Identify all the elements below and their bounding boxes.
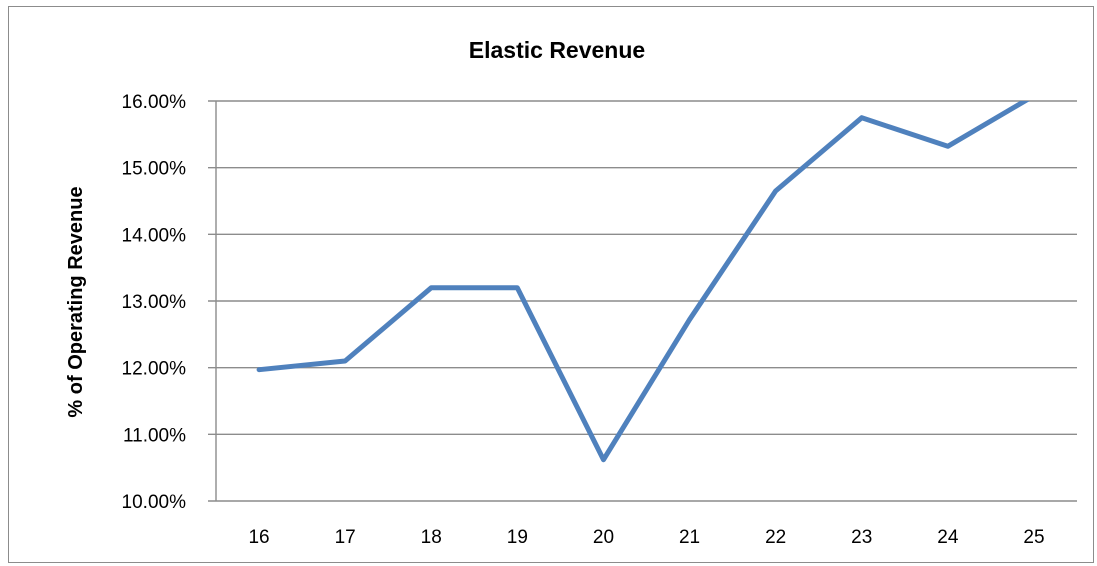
y-axis-label: % of Operating Revenue: [65, 186, 87, 417]
y-tick-label: 16.00%: [122, 92, 187, 113]
chart-title: Elastic Revenue: [469, 37, 645, 63]
y-tick-labels: 10.00% 11.00% 12.00% 13.00% 14.00% 15.00% 16.0…: [122, 92, 187, 513]
y-tick-label: 10.00%: [122, 492, 187, 513]
x-tick-label: 18: [421, 527, 442, 548]
chart-frame: [8, 6, 1094, 563]
x-tick-label: 20: [593, 527, 614, 548]
y-tick-label: 12.00%: [122, 359, 187, 380]
x-tick-label: 19: [507, 527, 528, 548]
x-tick-label: 16: [248, 527, 269, 548]
x-tick-label: 17: [335, 527, 356, 548]
series-line-0: [256, 101, 1030, 463]
x-tick-label: 22: [765, 527, 786, 548]
gridlines: [208, 100, 1077, 502]
x-tick-label: 21: [679, 527, 700, 548]
y-tick-label: 13.00%: [122, 292, 187, 313]
x-tick-label: 23: [851, 527, 872, 548]
x-tick-label: 25: [1023, 527, 1044, 548]
y-tick-label: 14.00%: [122, 225, 187, 246]
x-tick-label: 24: [937, 527, 959, 548]
y-tick-label: 15.00%: [122, 159, 187, 180]
x-tick-labels: 16 17 18 19 20 21 22 23 24 25: [248, 527, 1044, 548]
y-tick-label: 11.00%: [123, 425, 186, 446]
series-lines: [256, 101, 1030, 463]
